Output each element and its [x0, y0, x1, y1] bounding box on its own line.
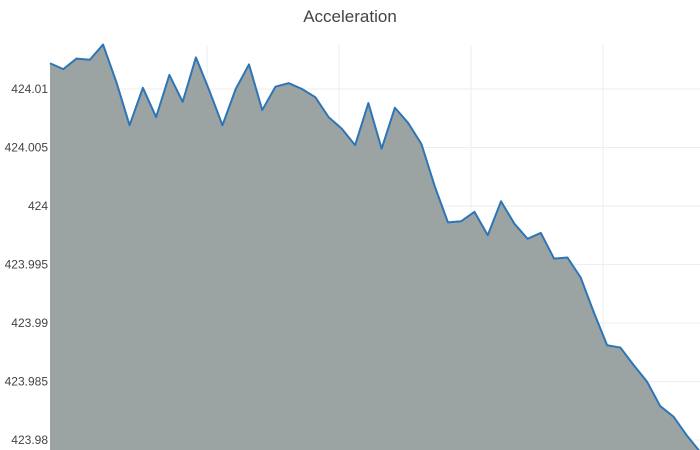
y-tick-label: 423.985 — [5, 375, 49, 389]
chart-title: Acceleration — [303, 7, 397, 26]
y-tick-label: 424.01 — [11, 82, 48, 96]
series-line — [49, 43, 700, 450]
y-tick-label: 423.99 — [11, 316, 48, 330]
y-tick-label: 423.98 — [11, 433, 48, 447]
y-axis-ticks: 423.98 423.985 423.99 423.995 424 424.005 424.… — [5, 82, 49, 447]
y-tick-label: 424.005 — [5, 141, 49, 155]
y-tick-label: 423.995 — [5, 258, 49, 272]
y-tick-label: 424 — [28, 199, 48, 213]
series-fill — [50, 44, 700, 450]
series-area — [49, 43, 700, 450]
